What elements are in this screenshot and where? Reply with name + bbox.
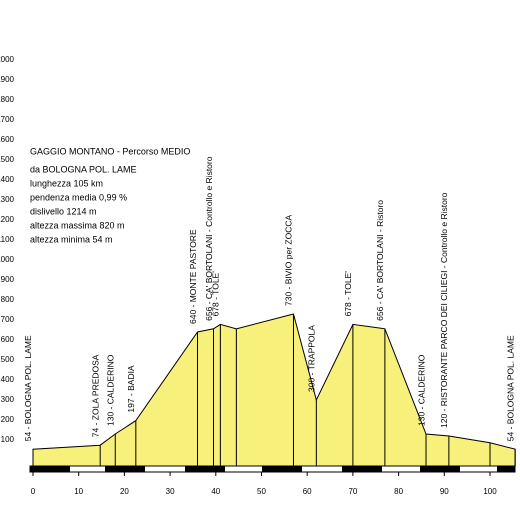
y-tick-label: 400	[1, 375, 15, 384]
x-tick-label: 20	[120, 487, 129, 496]
y-tick-label: 900	[1, 275, 15, 284]
x-tick-label: 10	[74, 487, 83, 496]
y-tick-label: 1900	[0, 75, 15, 84]
y-tick-label: 1100	[0, 235, 15, 244]
point-label: 656 - CA' BORTOLANI - Controllo e Ristor…	[204, 156, 214, 321]
x-tick-label: 70	[348, 487, 357, 496]
point-label: 678 - TOLE'	[343, 271, 353, 317]
y-tick-label: 200	[1, 415, 15, 424]
point-label: 300 - TRAPPOLA	[307, 325, 317, 392]
point-label: 130 - CALDERINO	[106, 354, 116, 426]
point-label: 678 - TOLE'	[211, 271, 221, 317]
info-line: altezza massima 820 m	[30, 220, 125, 230]
info-line: pendenza media 0,99 %	[30, 192, 127, 202]
x-tick-label: 40	[211, 487, 220, 496]
y-tick-label: 2000	[0, 55, 15, 64]
point-label: 130 - CALDERINO	[416, 354, 426, 426]
x-tick-label: 0	[31, 487, 36, 496]
point-label: 730 - BIVIO per ZOCCA	[284, 215, 294, 306]
info-title: GAGGIO MONTANO - Percorso MEDIO	[30, 146, 190, 156]
point-label: 120 - RISTORANTE PARCO DEI CILIEGI - Con…	[439, 192, 449, 428]
info-line: dislivello 1214 m	[30, 206, 97, 216]
point-label: 640 - MONTE PASTORE	[188, 229, 198, 324]
y-tick-label: 1800	[0, 95, 15, 104]
y-tick-label: 100	[1, 435, 15, 444]
x-tick-label: 30	[166, 487, 175, 496]
point-label: 656 - CA' BORTOLANI - Ristoro	[375, 200, 385, 321]
x-tick-label: 100	[483, 487, 497, 496]
x-tick-label: 60	[303, 487, 312, 496]
point-label: 54 - BOLOGNA POL. LAME	[23, 335, 33, 441]
y-tick-label: 600	[1, 335, 15, 344]
y-tick-label: 1500	[0, 155, 15, 164]
x-tick-label: 90	[440, 487, 449, 496]
info-line: da BOLOGNA POL. LAME	[30, 164, 137, 174]
y-tick-label: 1700	[0, 115, 15, 124]
x-tick-label: 50	[257, 487, 266, 496]
y-tick-label: 700	[1, 315, 15, 324]
x-tick-label: 80	[394, 487, 403, 496]
y-tick-label: 1300	[0, 195, 15, 204]
scale-strip	[29, 465, 516, 473]
point-label: 74 - ZOLA PREDOSA	[90, 354, 100, 437]
y-tick-label: 500	[1, 355, 15, 364]
y-tick-label: 1400	[0, 175, 15, 184]
info-line: lunghezza 105 km	[30, 178, 103, 188]
point-label: 54 - BOLOGNA POL. LAME	[505, 335, 515, 441]
point-label: 197 - BADIA	[126, 365, 136, 413]
y-tick-label: 1200	[0, 215, 15, 224]
y-tick-label: 300	[1, 395, 15, 404]
y-tick-label: 800	[1, 295, 15, 304]
info-line: altezza minima 54 m	[30, 234, 113, 244]
y-tick-label: 1600	[0, 135, 15, 144]
y-tick-label: 1000	[0, 255, 15, 264]
